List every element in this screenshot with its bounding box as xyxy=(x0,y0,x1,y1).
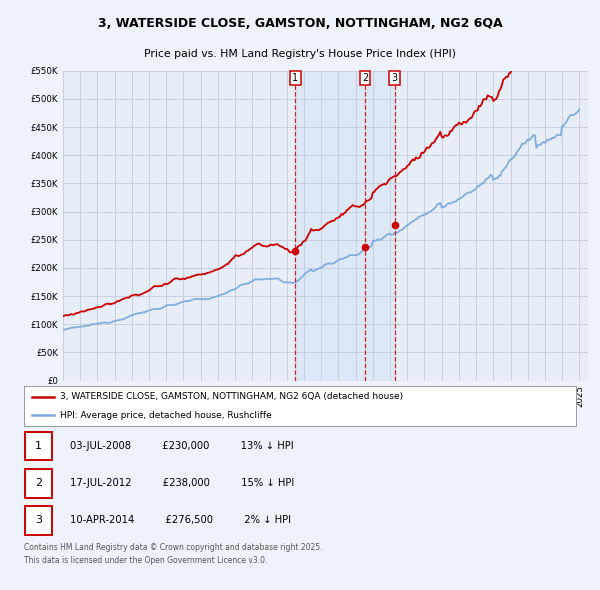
Text: 3: 3 xyxy=(35,516,42,525)
Text: 3, WATERSIDE CLOSE, GAMSTON, NOTTINGHAM, NG2 6QA (detached house): 3, WATERSIDE CLOSE, GAMSTON, NOTTINGHAM,… xyxy=(60,392,403,401)
Text: 2: 2 xyxy=(35,478,42,488)
Text: 2: 2 xyxy=(362,73,368,83)
Text: 3: 3 xyxy=(392,73,398,83)
Text: HPI: Average price, detached house, Rushcliffe: HPI: Average price, detached house, Rush… xyxy=(60,411,272,419)
Text: 03-JUL-2008          £230,000          13% ↓ HPI: 03-JUL-2008 £230,000 13% ↓ HPI xyxy=(70,441,294,451)
FancyBboxPatch shape xyxy=(25,506,52,535)
Text: 1: 1 xyxy=(35,441,42,451)
Text: 10-APR-2014          £276,500          2% ↓ HPI: 10-APR-2014 £276,500 2% ↓ HPI xyxy=(70,516,292,525)
Text: Contains HM Land Registry data © Crown copyright and database right 2025.
This d: Contains HM Land Registry data © Crown c… xyxy=(24,543,323,565)
Text: Price paid vs. HM Land Registry's House Price Index (HPI): Price paid vs. HM Land Registry's House … xyxy=(144,49,456,59)
Bar xyxy=(295,71,395,381)
Text: 3, WATERSIDE CLOSE, GAMSTON, NOTTINGHAM, NG2 6QA: 3, WATERSIDE CLOSE, GAMSTON, NOTTINGHAM,… xyxy=(98,17,502,30)
FancyBboxPatch shape xyxy=(25,432,52,460)
FancyBboxPatch shape xyxy=(25,469,52,497)
Text: 17-JUL-2012          £238,000          15% ↓ HPI: 17-JUL-2012 £238,000 15% ↓ HPI xyxy=(70,478,295,488)
Text: 1: 1 xyxy=(292,73,298,83)
